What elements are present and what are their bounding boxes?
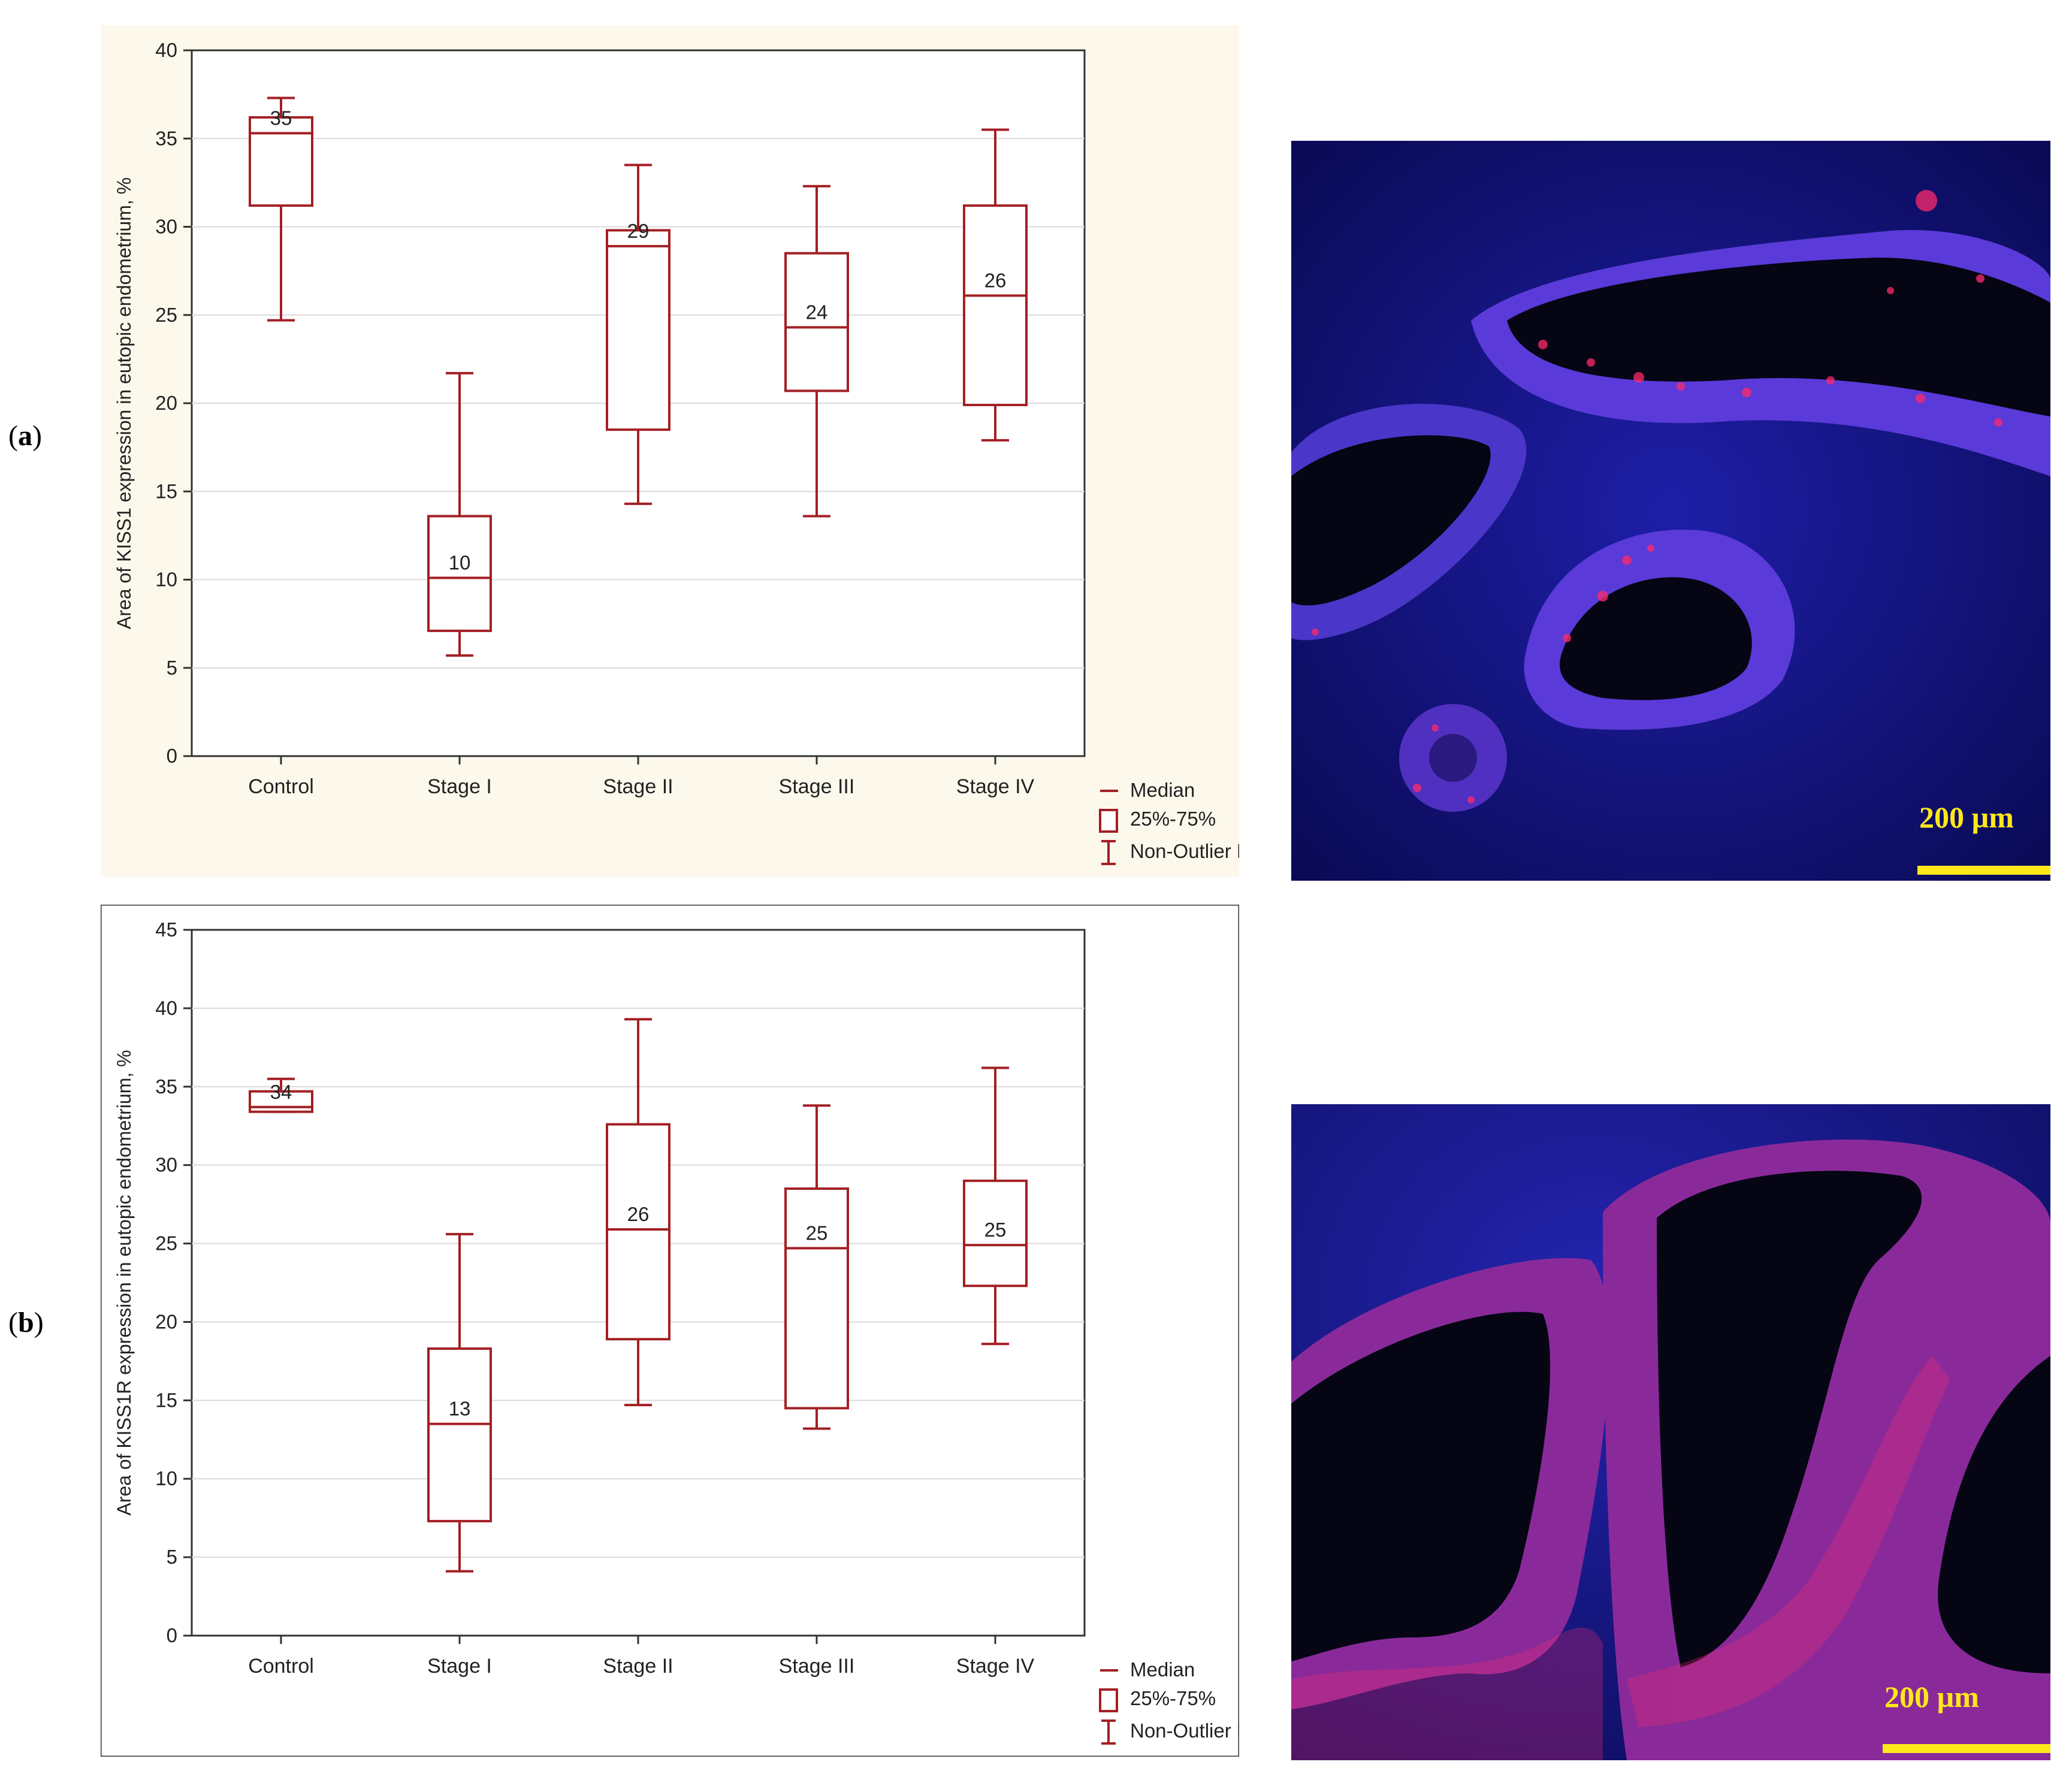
chart-a: 0 5 10 15 20 25 30 35 40 Area of KISS1 expression… xyxy=(101,25,1239,877)
chart-b-y-axis-label: Area of KISS1R expression in eutopic end… xyxy=(113,1050,135,1515)
chart-a-y-tick-label: 20 xyxy=(155,392,177,414)
micrograph-b: 200 µm xyxy=(1291,1104,2050,1760)
chart-a-y-axis-label: Area of KISS1 expression in eutopic endo… xyxy=(113,177,135,629)
chart-b-median-label: 34 xyxy=(270,1081,292,1103)
chart-a-legend-range-label: Non-Outlier Range xyxy=(1130,840,1239,862)
chart-a-median-label: 29 xyxy=(627,220,650,242)
micrograph-a-image xyxy=(1291,141,2050,881)
chart-b-y-tick-label: 10 xyxy=(155,1467,177,1489)
panel-letter-a: (a) xyxy=(8,419,42,452)
chart-b-legend-box-label: 25%-75% xyxy=(1130,1687,1216,1709)
chart-b: 0 5 10 15 20 25 30 35 40 45 Area of KISS1R express… xyxy=(101,905,1239,1757)
chart-b-x-tick-label: Stage IV xyxy=(956,1655,1035,1678)
chart-a-y-tick-label: 25 xyxy=(155,304,177,326)
chart-a-y-tick-label: 10 xyxy=(155,569,177,591)
paren-open: ( xyxy=(8,1307,18,1338)
chart-b-y-tick-label: 35 xyxy=(155,1075,177,1098)
paren-open: ( xyxy=(8,420,18,452)
chart-b-y-tick-label: 25 xyxy=(155,1232,177,1255)
chart-a-box xyxy=(249,116,313,207)
chart-b-y-tick-label: 45 xyxy=(155,918,177,941)
scale-label-b: 200 µm xyxy=(1884,1680,1979,1714)
chart-b-frame: 0 5 10 15 20 25 30 35 40 45 Area of KISS1R express… xyxy=(101,905,1239,1757)
chart-b-box xyxy=(963,1179,1028,1288)
chart-a-legend-box-label: 25%-75% xyxy=(1130,808,1216,830)
chart-b-x-tick-label: Stage II xyxy=(603,1655,673,1678)
chart-b-y-tick-label: 20 xyxy=(155,1310,177,1332)
chart-b-x-tick-label: Stage I xyxy=(427,1655,492,1678)
chart-b-legend-box-symbol xyxy=(1099,1688,1118,1712)
chart-b-y-tick-label: 0 xyxy=(167,1624,177,1646)
chart-a-y-tick-label: 0 xyxy=(167,745,177,767)
panel-letter-b: (b) xyxy=(8,1306,44,1339)
chart-b-legend-median-label: Median xyxy=(1130,1658,1195,1681)
chart-a-box xyxy=(963,204,1028,406)
chart-a-y-tick-label: 40 xyxy=(155,39,177,61)
chart-a-median-label: 24 xyxy=(806,301,828,323)
chart-a-x-tick-label: Stage III xyxy=(779,775,855,798)
chart-b-legend-range-label: Non-Outlier Range xyxy=(1130,1719,1239,1742)
scale-label-a: 200 µm xyxy=(1919,800,2014,834)
chart-b-median-label: 25 xyxy=(984,1219,1007,1241)
micrograph-a: 200 µm xyxy=(1291,141,2050,881)
chart-a-x-tick-label: Control xyxy=(248,775,314,798)
chart-a-box xyxy=(784,252,849,392)
chart-b-x-tick-label: Stage III xyxy=(779,1655,855,1678)
chart-a-legend-median-label: Median xyxy=(1130,779,1195,801)
chart-a-median-label: 35 xyxy=(270,107,292,129)
chart-a-x-tick-label: Stage II xyxy=(603,775,673,798)
chart-b-y-tick-label: 15 xyxy=(155,1389,177,1411)
chart-a-median-label: 26 xyxy=(984,269,1007,291)
chart-b-y-tick-label: 5 xyxy=(167,1546,177,1568)
micrograph-b-image xyxy=(1291,1104,2050,1760)
chart-a-box xyxy=(427,515,492,632)
chart-b-box xyxy=(427,1347,492,1522)
paren-close: ) xyxy=(34,1307,44,1338)
chart-b-box xyxy=(606,1123,670,1341)
chart-a-y-tick-label: 5 xyxy=(167,657,177,679)
chart-a-box xyxy=(606,229,670,431)
chart-b-y-tick-label: 40 xyxy=(155,997,177,1019)
chart-a-median-label: 10 xyxy=(449,552,471,574)
scale-bar-b xyxy=(1883,1744,2050,1753)
panel-letter-b-text: b xyxy=(17,1307,34,1338)
chart-b-median-label: 25 xyxy=(806,1222,828,1244)
chart-b-median-label: 26 xyxy=(627,1203,650,1225)
panel-letter-a-text: a xyxy=(17,420,32,452)
chart-b-median-label: 13 xyxy=(449,1398,471,1420)
chart-a-y-tick-label: 35 xyxy=(155,127,177,149)
scale-bar-a xyxy=(1917,866,2050,875)
chart-b-box xyxy=(784,1187,849,1410)
chart-a-legend-box-symbol xyxy=(1099,809,1118,833)
chart-a-frame: 0 5 10 15 20 25 30 35 40 Area of KISS1 expression… xyxy=(101,25,1239,877)
chart-b-x-tick-label: Control xyxy=(248,1655,314,1678)
chart-a-y-tick-label: 15 xyxy=(155,480,177,502)
chart-a-y-tick-label: 30 xyxy=(155,216,177,238)
chart-a-x-tick-label: Stage IV xyxy=(956,775,1035,798)
chart-b-box xyxy=(249,1090,313,1113)
chart-b-y-tick-label: 30 xyxy=(155,1154,177,1176)
paren-close: ) xyxy=(32,420,42,452)
chart-a-x-tick-label: Stage I xyxy=(427,775,492,798)
